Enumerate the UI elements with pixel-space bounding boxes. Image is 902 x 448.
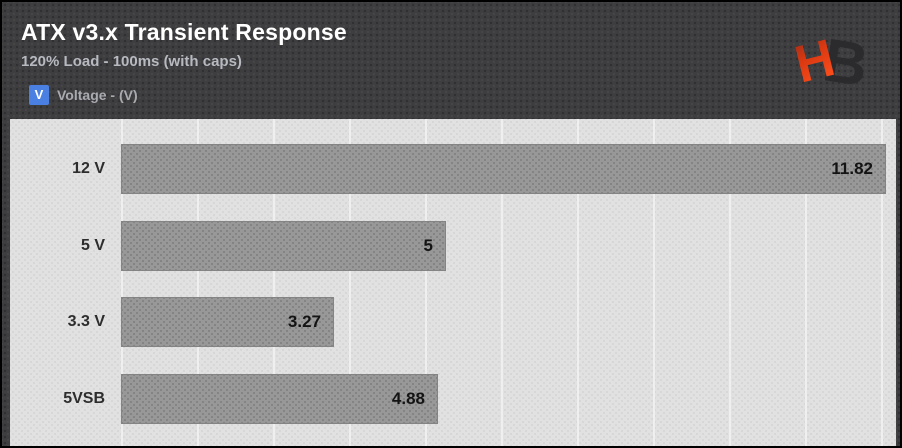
bar-12v[interactable]: 11.82 <box>121 144 886 194</box>
bar-row: 12 V 11.82 <box>10 144 896 194</box>
hardware-busters-logo: B H <box>793 25 873 99</box>
gridline <box>881 119 883 446</box>
legend-symbol-icon: V <box>29 84 49 105</box>
bar-value-label: 5 <box>423 236 433 255</box>
logo-letter-b: B <box>819 25 873 99</box>
chart-subtitle: 120% Load - 100ms (with caps) <box>21 53 242 70</box>
gridline <box>577 119 579 446</box>
bar-row: 5VSB 4.88 <box>10 374 896 424</box>
bar-3.3v[interactable]: 3.27 <box>121 297 334 347</box>
legend-item-voltage[interactable]: V Voltage - (V) <box>29 84 138 105</box>
bar-row: 3.3 V 3.27 <box>10 297 896 347</box>
category-label: 3.3 V <box>67 313 105 330</box>
gridline <box>121 119 123 446</box>
gridline <box>653 119 655 446</box>
gridline <box>273 119 275 446</box>
gridline <box>425 119 427 446</box>
bar-5v[interactable]: 5 <box>121 221 446 271</box>
category-label: 5 V <box>80 237 105 254</box>
category-label: 12 V <box>72 160 105 177</box>
bar-row: 5 V 5 <box>10 221 896 271</box>
gridline <box>805 119 807 446</box>
category-label: 5VSB <box>63 390 105 407</box>
gridline <box>197 119 199 446</box>
chart-title: ATX v3.x Transient Response <box>21 19 347 45</box>
bar-value-label: 3.27 <box>287 312 321 331</box>
plot-area: 12 V 11.82 5 V 5 3.3 V 3.27 5VSB 4.88 <box>10 119 896 446</box>
gridline <box>729 119 731 446</box>
bar-5vsb[interactable]: 4.88 <box>121 374 438 424</box>
legend-label: Voltage - (V) <box>57 86 138 103</box>
gridline <box>349 119 351 446</box>
svg-text:B: B <box>819 25 873 99</box>
bar-value-label: 4.88 <box>391 389 425 408</box>
gridline <box>501 119 503 446</box>
bar-value-label: 11.82 <box>831 159 873 178</box>
